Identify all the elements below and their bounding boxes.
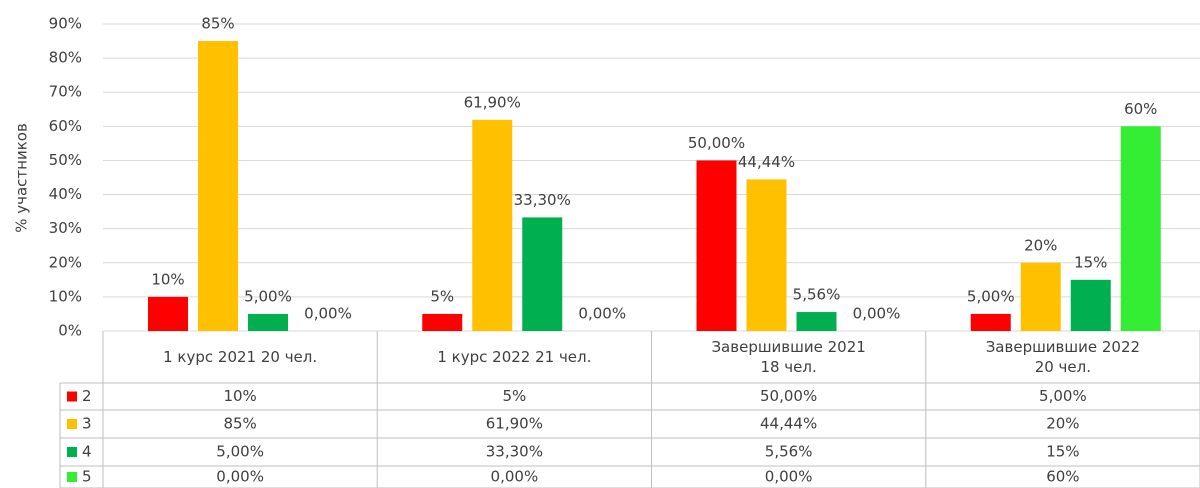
y-tick-label: 10%: [49, 287, 82, 305]
legend-swatch: [67, 391, 77, 402]
table-cell: 61,90%: [486, 415, 543, 433]
x-tick-label: 1 курс 2021 20 чел.: [163, 348, 318, 366]
table-cell: 60%: [1046, 468, 1079, 486]
bar: [198, 41, 238, 332]
data-label: 60%: [1124, 100, 1157, 118]
y-tick-label: 50%: [49, 151, 82, 169]
data-label: 44,44%: [738, 153, 795, 171]
table-cell: 5,56%: [765, 443, 813, 461]
bar: [796, 312, 837, 331]
table-cell: 20%: [1046, 415, 1079, 433]
bar: [248, 313, 288, 331]
data-label: 5%: [430, 287, 454, 305]
table-cell: 5%: [502, 387, 526, 405]
data-label: 20%: [1024, 236, 1057, 254]
table-cell: 50,00%: [760, 387, 817, 405]
table-cell: 33,30%: [486, 443, 543, 461]
y-tick-label: 20%: [49, 253, 82, 271]
data-label: 0,00%: [853, 305, 901, 323]
y-tick-label: 60%: [49, 117, 82, 135]
data-label: 85%: [201, 15, 234, 33]
table-cell: 0,00%: [491, 468, 539, 486]
y-tick-label: 70%: [49, 83, 82, 101]
bar: [746, 179, 787, 331]
bar: [422, 313, 463, 331]
bar: [472, 119, 513, 331]
table-cell: 15%: [1046, 443, 1079, 461]
bar: [970, 313, 1011, 331]
y-tick-label: 0%: [58, 322, 82, 340]
bar: [1070, 279, 1111, 331]
bar: [522, 217, 563, 331]
table-cell: 0,00%: [765, 468, 813, 486]
data-label: 15%: [1074, 253, 1107, 271]
table-cell: 44,44%: [760, 415, 817, 433]
data-label: 5,00%: [967, 287, 1015, 305]
y-axis-label: % участников: [13, 123, 31, 233]
table-cell: 85%: [223, 415, 256, 433]
y-tick-label: 80%: [49, 49, 82, 67]
data-label: 5,00%: [244, 287, 292, 305]
bar: [148, 296, 188, 331]
data-label: 0,00%: [304, 305, 352, 323]
bar: [1120, 126, 1161, 331]
legend-label: 5: [82, 468, 92, 486]
x-tick-label: Завершившие 2021 18 чел.: [711, 338, 866, 376]
x-tick-label: 1 курс 2022 21 чел.: [437, 348, 592, 366]
x-tick-label: Завершившие 2022 20 чел.: [985, 338, 1141, 376]
legend-swatch: [67, 472, 77, 482]
y-tick-label: 30%: [49, 219, 82, 237]
legend-label: 4: [82, 443, 92, 461]
legend-label: 2: [82, 387, 92, 405]
table-cell: 10%: [223, 387, 256, 405]
data-label: 33,30%: [514, 191, 571, 209]
table-cell: 5,00%: [216, 443, 264, 461]
table-cell: 0,00%: [216, 468, 264, 486]
data-label: 50,00%: [688, 134, 745, 152]
bar: [1020, 262, 1061, 331]
bar: [696, 160, 737, 331]
data-label: 61,90%: [464, 93, 521, 111]
data-label: 5,56%: [793, 286, 841, 304]
legend-label: 3: [82, 415, 92, 433]
legend-swatch: [67, 419, 77, 429]
data-label: 0,00%: [578, 305, 626, 323]
data-label: 10%: [151, 270, 184, 288]
y-tick-label: 90%: [49, 15, 82, 33]
table-cell: 5,00%: [1039, 387, 1087, 405]
y-tick-label: 40%: [49, 185, 82, 203]
legend-swatch: [67, 447, 77, 457]
